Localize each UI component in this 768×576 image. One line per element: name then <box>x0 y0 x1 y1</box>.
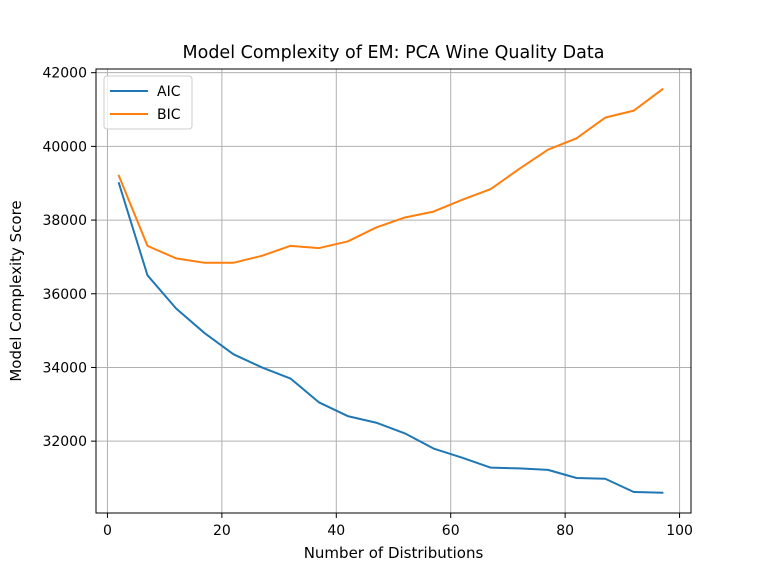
x-tick-label: 60 <box>442 523 460 539</box>
legend: AIC BIC <box>103 75 193 130</box>
ticks: 0 20 40 60 80 100 32000 34000 36000 38000 40000 420… <box>42 66 692 539</box>
legend-label-bic: BIC <box>157 107 181 123</box>
x-tick-label: 20 <box>213 523 231 539</box>
plot-area-frame <box>95 68 692 514</box>
series-group <box>117 87 664 494</box>
series-line-bic <box>117 87 664 264</box>
x-tick-label: 80 <box>556 523 574 539</box>
grid <box>96 69 691 513</box>
y-tick-label: 36000 <box>42 287 87 303</box>
x-tick-label: 0 <box>103 523 112 539</box>
x-tick-label: 40 <box>327 523 345 539</box>
y-tick-label: 40000 <box>42 139 87 155</box>
y-tick-label: 32000 <box>42 434 87 450</box>
series-line-aic <box>117 181 664 494</box>
legend-label-aic: AIC <box>157 84 181 100</box>
x-tick-label: 100 <box>666 523 693 539</box>
y-tick-label: 34000 <box>42 360 87 376</box>
x-axis-label: Number of Distributions <box>304 544 484 562</box>
y-tick-label: 38000 <box>42 213 87 229</box>
legend-box <box>103 75 193 130</box>
y-axis-label: Model Complexity Score <box>7 200 25 381</box>
y-tick-label: 42000 <box>42 66 87 82</box>
chart-title: Model Complexity of EM: PCA Wine Quality… <box>183 43 605 63</box>
